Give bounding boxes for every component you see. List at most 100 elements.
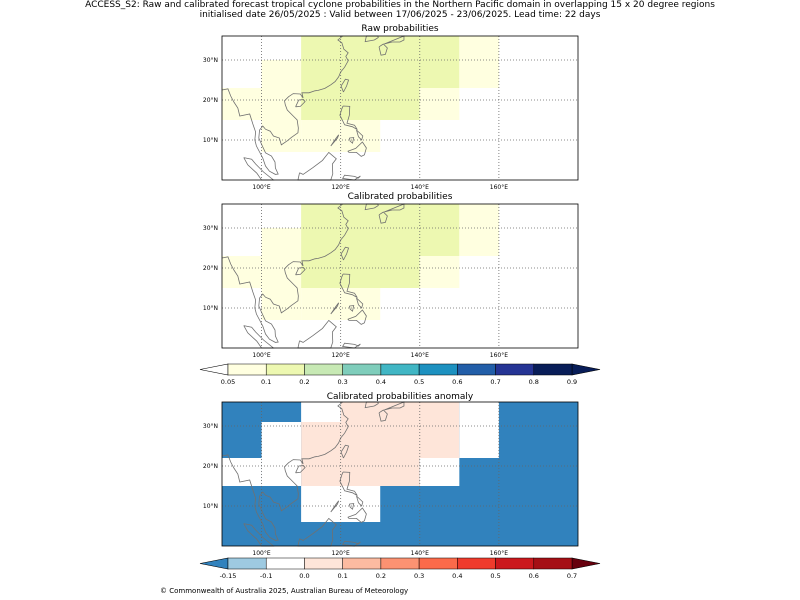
colorbar-probability: 0.05 0.1 0.2 0.3 0.4 0.5 0.6 0.7 0.8 0.9 [199,363,601,386]
map-panel-2: 100°E 120°E 140°E 160°E 10°N 20°N 30°N [203,401,579,557]
coastline [378,43,388,56]
coastline [348,305,355,312]
colorbar-tick-label: -0.15 [220,572,237,580]
x-tick-label: 120°E [332,184,350,191]
colorbar-segment [265,363,305,376]
coastline [221,401,349,541]
colorbar-tick-label: 0.6 [529,572,539,580]
probability-cell [261,422,302,458]
panel-title-raw: Raw probabilities [361,24,439,34]
colorbar-tick-label: 0.4 [452,572,462,580]
probability-cell [261,288,302,320]
colorbar-tick-label: 0.7 [567,572,577,580]
probability-cell [340,402,460,422]
probability-cell [261,60,302,88]
coastline [221,203,349,343]
coastline [356,495,364,507]
chart-title-line-2: initialised date 26/05/2025 : Valid betw… [199,10,601,20]
probability-cell [301,402,341,422]
colorbar-tick-label: 0.1 [337,572,347,580]
probability-cell [459,36,499,44]
coastline [295,99,306,108]
coastline [339,273,358,298]
probability-cell [261,228,302,256]
colorbar-tick-label: 0.9 [567,378,577,386]
coastline [347,141,367,157]
colorbar-segment [227,557,267,570]
coastline [356,297,364,309]
colorbar-segment [495,557,535,570]
coastline [378,211,388,224]
probability-cell [459,44,499,88]
colorbar-segment [418,363,458,376]
probability-cell [301,36,460,44]
colorbar-segment [533,363,573,376]
colorbar-under-arrow [199,557,229,570]
y-tick-label: 10°N [203,503,218,510]
colorbar-tick-label: 0.1 [261,378,271,386]
map-border [221,401,579,547]
map-border [221,203,579,349]
x-tick-label: 160°E [490,184,508,191]
colorbar-tick-label: 0.0 [299,572,309,580]
y-tick-label: 30°N [203,423,218,430]
colorbar-segment [533,557,573,570]
colorbar-anomaly: -0.15 -0.1 0.0 0.1 0.2 0.3 0.4 0.5 0.6 0.7 [199,557,601,580]
probability-cell [261,120,302,152]
coastline [295,267,306,276]
colorbar-tick-label: 0.2 [299,378,309,386]
y-tick-label: 30°N [203,57,218,64]
colorbar-segment [227,363,267,376]
probability-cell [419,256,460,288]
probability-cell [459,402,499,458]
x-tick-label: 140°E [411,352,429,359]
colorbar-tick-label: 0.05 [221,378,235,386]
colorbar-segment [380,363,420,376]
map-border [221,35,579,181]
probability-cell [301,422,460,458]
y-tick-label: 10°N [203,305,218,312]
colorbar-segment [304,363,343,376]
coastline [348,503,355,510]
probability-cell [301,88,420,120]
probability-cell [459,212,499,256]
colorbar-tick-label: 0.3 [337,378,347,386]
colorbar-tick-label: 0.2 [376,572,386,580]
colorbar-segment [304,557,343,570]
probability-cell [419,204,460,212]
x-tick-label: 100°E [252,184,270,191]
colorbar-segment [495,363,535,376]
y-tick-label: 30°N [203,225,218,232]
coastline [384,203,405,213]
y-tick-label: 20°N [203,463,218,470]
y-tick-label: 20°N [203,97,218,104]
x-tick-label: 100°E [252,352,270,359]
colorbar-segment [342,557,382,570]
chart-title-line-1: ACCESS_S2: Raw and calibrated forecast t… [85,0,715,10]
colorbar-tick-label: 0.5 [414,378,424,386]
colorbar-segment [418,557,458,570]
coastline [347,507,367,523]
x-tick-label: 160°E [490,352,508,359]
copyright-footer: © Commonwealth of Australia 2025, Austra… [160,587,409,595]
coastline [347,309,367,325]
colorbar-segment [457,363,496,376]
panel-title-calibrated: Calibrated probabilities [347,192,453,202]
probability-cell [261,256,302,288]
colorbar-tick-label: 0.8 [529,378,539,386]
coastline [339,105,358,130]
panel-title-anomaly: Calibrated probabilities anomaly [326,392,474,402]
probability-cell [261,88,302,120]
x-tick-label: 140°E [411,550,429,557]
x-tick-label: 120°E [332,352,350,359]
y-tick-label: 20°N [203,265,218,272]
probability-cell [459,204,499,212]
y-tick-label: 10°N [203,137,218,144]
probability-cell [261,458,302,486]
probability-cell [301,204,420,212]
x-tick-label: 120°E [332,550,350,557]
x-tick-label: 160°E [490,550,508,557]
map-panel-0: 100°E 120°E 140°E 160°E 10°N 20°N 30°N [203,35,579,191]
colorbar-over-arrow [571,557,601,570]
